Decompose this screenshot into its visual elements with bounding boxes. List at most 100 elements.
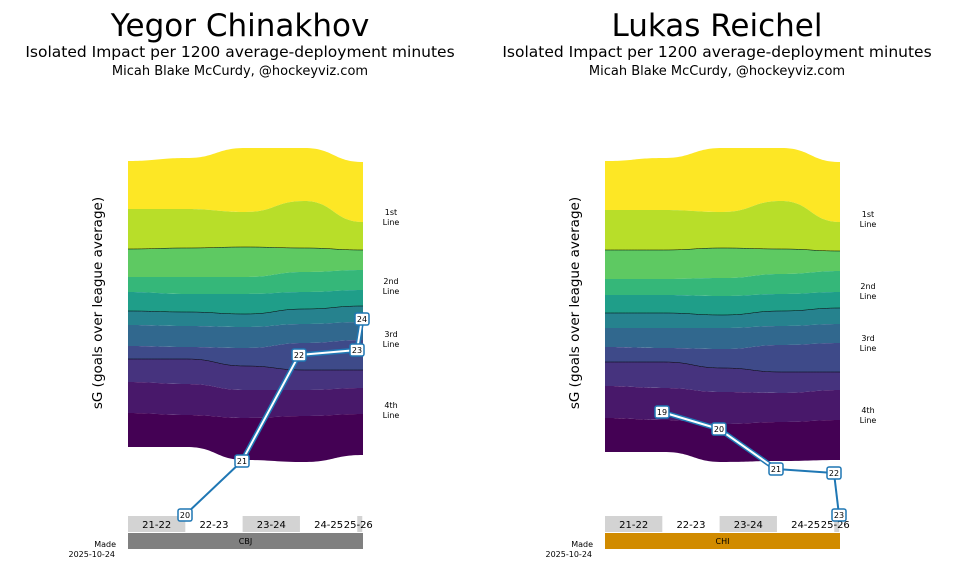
line-label-part: Line: [860, 292, 877, 301]
band-8: [605, 362, 840, 393]
line-label-part: Line: [383, 287, 400, 296]
age-marker: [711, 422, 727, 436]
age-marker: [654, 405, 670, 419]
line-label-part: Line: [860, 416, 877, 425]
band-5: [128, 306, 363, 327]
line-divider: [128, 358, 363, 371]
made-label: Made: [94, 540, 116, 549]
season-label: 24-25: [791, 520, 820, 531]
band-1: [128, 201, 363, 250]
line-label-part: 3rd: [384, 330, 397, 339]
band-6: [605, 324, 840, 349]
line-label: 1st Line: [383, 208, 400, 227]
y-axis-label: sG (goals over league average): [567, 197, 583, 409]
age-marker: [768, 462, 784, 476]
season-label: 22-23: [199, 520, 228, 531]
season-label: 21-22: [142, 520, 171, 531]
line-label-part: 2nd: [383, 277, 398, 286]
trajectory-segment-inner: [718, 428, 777, 470]
chart-subtitle: Isolated Impact per 1200 average-deploym…: [25, 43, 454, 61]
season-shade: [834, 516, 840, 532]
season-shade: [128, 516, 186, 532]
season-label: 22-23: [676, 520, 705, 531]
age-marker: [177, 508, 193, 522]
age-label: 21: [237, 457, 247, 466]
age-label: 20: [180, 511, 190, 520]
band-7: [605, 343, 840, 372]
season-label: 24-25: [314, 520, 343, 531]
trajectory-segment: [184, 460, 243, 516]
team-label: CHI: [716, 537, 730, 546]
season-shade: [719, 516, 777, 532]
trajectory-segment: [833, 472, 840, 516]
season-label: 21-22: [619, 520, 648, 531]
chart-credit: Micah Blake McCurdy, @hockeyviz.com: [112, 64, 368, 79]
age-label: 23: [352, 346, 362, 355]
line-label-part: 1st: [862, 210, 874, 219]
band-2: [605, 248, 840, 279]
made-label: Made: [571, 540, 593, 549]
y-axis-label: sG (goals over league average): [90, 197, 106, 409]
chart-title: Lukas Reichel: [612, 8, 823, 44]
line-label: 4th Line: [860, 406, 877, 425]
age-label: 22: [294, 351, 304, 360]
band-4: [605, 292, 840, 315]
age-label: 22: [829, 469, 839, 478]
season-shade: [357, 516, 363, 532]
band-3: [128, 270, 363, 294]
age-label: 23: [834, 511, 844, 520]
band-0: [605, 148, 840, 222]
line-label-part: 2nd: [860, 282, 875, 291]
band-4: [128, 290, 363, 314]
line-divider: [605, 307, 841, 316]
age-marker: [234, 454, 250, 468]
line-label: 2nd Line: [383, 277, 400, 296]
season-shade: [605, 516, 663, 532]
age-marker: [354, 312, 370, 326]
team-bar: [128, 533, 363, 549]
trajectory-segment-inner: [661, 411, 720, 430]
band-0: [128, 148, 363, 222]
team-label: CBJ: [239, 537, 252, 546]
season-label: 23-24: [257, 520, 286, 531]
line-divider: [604, 247, 841, 252]
chart-credit: Micah Blake McCurdy, @hockeyviz.com: [589, 64, 845, 79]
line-label: 4th Line: [383, 401, 400, 420]
made-date: 2025-10-24: [546, 550, 593, 559]
line-label: 2nd Line: [860, 282, 877, 301]
line-label: 1st Line: [860, 210, 877, 229]
season-shade: [242, 516, 300, 532]
age-marker: [291, 348, 307, 362]
line-label-part: 1st: [385, 208, 397, 217]
trajectory-segment-inner: [298, 349, 358, 356]
line-label: 3rd Line: [860, 334, 877, 353]
age-label: 20: [714, 425, 724, 434]
line-divider: [604, 361, 840, 373]
band-1: [605, 201, 840, 251]
line-label-part: 4th: [861, 406, 874, 415]
season-label: 25-26: [344, 520, 373, 531]
chart-subtitle: Isolated Impact per 1200 average-deploym…: [502, 43, 931, 61]
trajectory-segment-inner: [241, 354, 300, 462]
age-marker: [831, 508, 847, 522]
age-label: 19: [657, 408, 667, 417]
line-label-part: 3rd: [861, 334, 874, 343]
line-label-part: Line: [860, 344, 877, 353]
line-label-part: Line: [383, 411, 400, 420]
band-10: [128, 413, 363, 462]
band-3: [605, 271, 840, 296]
band-9: [128, 382, 363, 418]
line-divider: [127, 246, 364, 251]
team-bar: [605, 533, 840, 549]
line-label-part: Line: [383, 218, 400, 227]
season-label: 23-24: [734, 520, 763, 531]
age-marker: [826, 466, 842, 480]
band-7: [128, 340, 363, 370]
band-2: [128, 247, 363, 277]
band-6: [128, 322, 363, 348]
band-8: [128, 359, 363, 390]
line-label-part: Line: [383, 340, 400, 349]
